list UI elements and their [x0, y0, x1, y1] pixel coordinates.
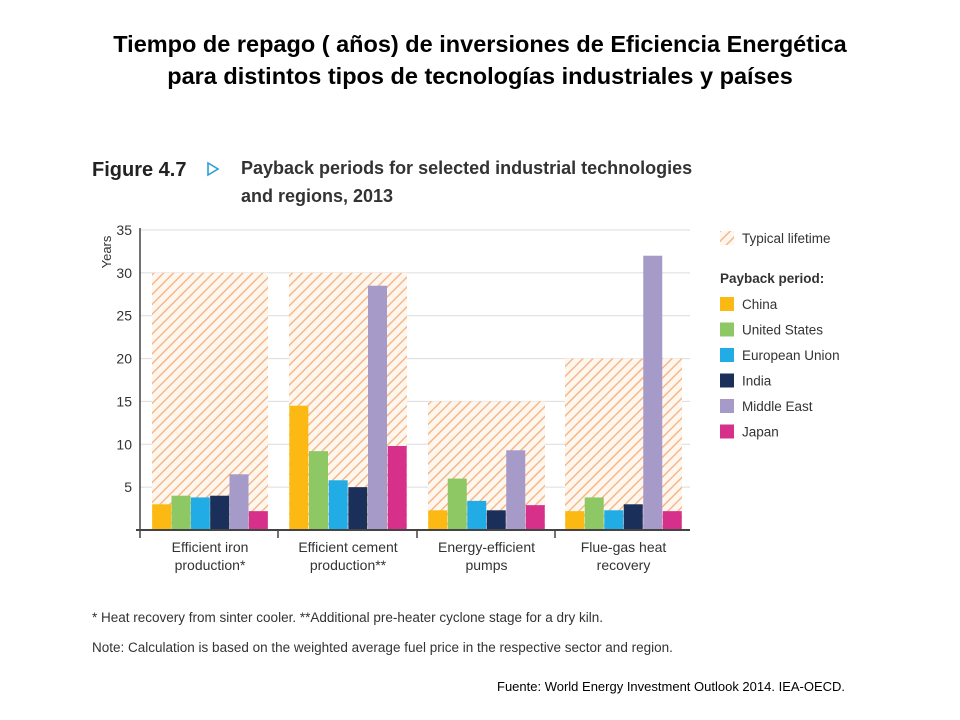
- legend-label: European Union: [742, 348, 840, 363]
- bar: [525, 505, 545, 530]
- slide-title-line-2: para distintos tipos de tecnologías indu…: [167, 63, 793, 89]
- bar: [368, 285, 387, 530]
- bar: [309, 451, 328, 530]
- lifetime-area: [428, 401, 545, 530]
- legend-label: Japan: [742, 425, 779, 440]
- axes: 5 10 15 20 25 30 35 Efficient iron production* Ef…: [116, 222, 690, 573]
- y-tick-label: 30: [116, 265, 132, 281]
- legend-swatch-lifetime: [720, 231, 734, 245]
- bars: [152, 255, 682, 530]
- figure-arrow-icon: [207, 161, 220, 177]
- bar: [584, 497, 604, 530]
- y-tick-label: 35: [116, 222, 132, 238]
- chart-title-line-2: and regions, 2013: [241, 186, 393, 206]
- x-category-label: pumps: [465, 557, 507, 573]
- bar: [623, 504, 643, 530]
- y-tick-label: 15: [116, 393, 132, 409]
- y-tick-label: 5: [124, 479, 132, 495]
- legend-label: United States: [742, 323, 823, 338]
- legend-label: Middle East: [742, 399, 813, 414]
- figure-label: Figure 4.7: [92, 159, 186, 181]
- bar: [289, 405, 309, 530]
- bar: [643, 255, 663, 530]
- footnote: * Heat recovery from sinter cooler. **Ad…: [92, 610, 603, 625]
- bar: [152, 504, 172, 530]
- bar: [467, 500, 487, 530]
- bar: [328, 480, 348, 530]
- lifetime-area: [152, 272, 268, 530]
- legend-swatch: [720, 297, 734, 311]
- x-category-label: Flue-gas heat: [581, 539, 667, 555]
- x-category-label: recovery: [597, 557, 651, 573]
- legend-label: India: [742, 374, 772, 389]
- bar: [604, 510, 624, 530]
- legend-label-lifetime: Typical lifetime: [742, 231, 831, 246]
- y-tick-label: 25: [116, 308, 132, 324]
- x-category-label: production*: [175, 557, 246, 573]
- bar: [171, 495, 191, 530]
- y-tick-label: 10: [116, 436, 132, 452]
- x-category-label: Efficient iron: [172, 539, 249, 555]
- y-tick-label: 20: [116, 351, 132, 367]
- y-axis-label: Years: [99, 235, 114, 268]
- bar: [447, 478, 467, 530]
- bar: [506, 450, 526, 530]
- bar: [229, 474, 249, 530]
- legend-swatch: [720, 424, 734, 439]
- source-citation: Fuente: World Energy Investment Outlook …: [497, 679, 846, 694]
- bar: [428, 510, 448, 530]
- bar: [190, 497, 210, 530]
- legend-label: China: [742, 297, 778, 312]
- x-category-label: production**: [310, 557, 387, 573]
- legend-swatch: [720, 373, 734, 388]
- bar: [210, 495, 230, 530]
- legend-swatch: [720, 348, 734, 362]
- legend-swatch: [720, 399, 734, 413]
- bar: [486, 510, 506, 530]
- bar: [348, 487, 368, 530]
- slide-title-line-1: Tiempo de repago ( años) de inversiones …: [113, 31, 847, 57]
- x-category-label: Efficient cement: [298, 539, 397, 555]
- calculation-note: Note: Calculation is based on the weight…: [92, 640, 673, 655]
- lifetime-areas: [152, 272, 682, 530]
- legend-heading: Payback period:: [720, 271, 824, 286]
- bar: [565, 511, 585, 530]
- lifetime-area: [289, 272, 407, 530]
- bar: [387, 446, 407, 530]
- chart-title-line-1: Payback periods for selected industrial …: [241, 158, 692, 178]
- x-category-label: Energy-efficient: [438, 539, 535, 555]
- slide-title: Tiempo de repago ( años) de inversiones …: [0, 28, 960, 92]
- legend-swatch: [720, 322, 734, 337]
- lifetime-area: [565, 358, 682, 530]
- legend: Typical lifetime Payback period: China Unit…: [720, 231, 840, 440]
- bar: [662, 511, 682, 530]
- bar: [248, 511, 268, 530]
